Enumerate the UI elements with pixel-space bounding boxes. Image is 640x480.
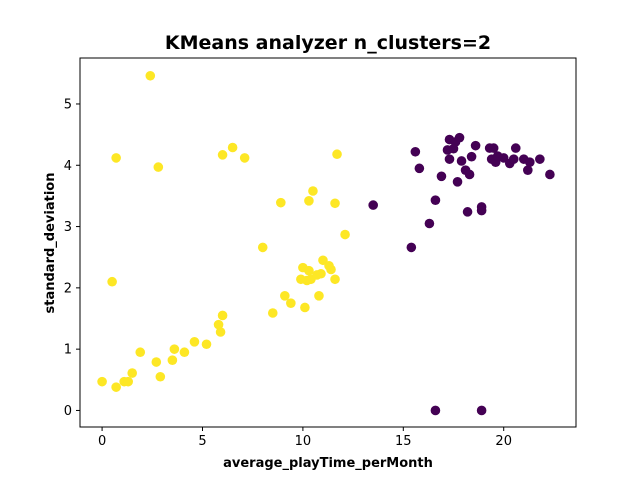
scatter-point-cluster-1 [127,368,138,378]
scatter-point-cluster-0 [510,143,521,153]
scatter-point-cluster-1 [123,376,133,387]
y-tick-label: 1 [64,343,72,358]
scatter-point-cluster-1 [201,339,212,350]
scatter-point-cluster-1 [179,347,190,358]
scatter-point-cluster-1 [280,291,290,301]
scatter-point-cluster-0 [406,242,417,253]
scatter-point-cluster-1 [340,229,350,240]
plot-area [79,57,577,428]
scatter-point-cluster-1 [151,357,162,367]
x-tick-label: 15 [395,434,412,449]
data-points [97,70,555,416]
scatter-point-cluster-0 [466,151,477,162]
scatter-point-cluster-0 [476,405,487,416]
scatter-point-cluster-0 [464,169,475,180]
scatter-point-cluster-1 [97,376,107,387]
scatter-point-cluster-0 [430,405,441,416]
scatter-point-cluster-0 [523,165,533,175]
scatter-point-cluster-1 [111,153,121,163]
scatter-point-cluster-1 [213,319,224,330]
scatter-point-cluster-1 [308,186,318,196]
scatter-point-cluster-1 [267,308,278,318]
scatter-point-cluster-1 [111,382,121,392]
scatter-point-cluster-1 [107,276,117,287]
scatter-point-cluster-0 [368,200,378,210]
scatter-point-cluster-1 [326,264,336,275]
scatter-point-cluster-1 [330,274,340,285]
scatter-point-cluster-1 [217,310,228,321]
scatter-point-cluster-0 [424,218,435,229]
x-tick-label: 0 [98,434,106,449]
scatter-point-cluster-0 [444,154,455,164]
scatter-point-cluster-1 [167,355,178,365]
chart-title: KMeans analyzer n_clusters=2 [165,32,491,54]
scatter-point-cluster-1 [300,302,310,313]
axis-ticks: 0 5 10 15 20 0 1 2 3 4 5 [64,97,512,449]
scatter-point-cluster-1 [286,298,296,308]
scatter-point-cluster-1 [189,336,200,347]
scatter-point-cluster-1 [169,344,180,354]
y-tick-label: 0 [64,404,72,419]
scatter-point-cluster-1 [215,327,226,337]
scatter-point-cluster-0 [462,207,473,217]
scatter-point-cluster-1 [239,153,250,163]
scatter-point-cluster-0 [456,156,467,166]
scatter-point-cluster-0 [545,169,555,180]
x-tick-label: 20 [495,434,512,449]
scatter-point-cluster-0 [525,157,535,168]
x-axis-label: average_playTime_perMonth [223,456,433,471]
scatter-point-cluster-1 [332,149,342,160]
y-tick-label: 3 [64,220,72,235]
scatter-point-cluster-1 [276,197,286,208]
scatter-point-cluster-1 [314,291,324,301]
scatter-point-cluster-1 [304,265,314,276]
scatter-point-cluster-1 [257,242,268,253]
scatter-point-cluster-0 [452,177,463,187]
scatter-point-cluster-1 [217,150,228,160]
scatter-point-cluster-1 [227,142,238,153]
scatter-point-cluster-0 [535,154,545,164]
scatter-point-cluster-1 [145,70,156,81]
scatter-point-cluster-1 [153,162,164,172]
scatter-point-cluster-0 [476,205,487,216]
scatter-point-cluster-1 [304,196,314,206]
scatter-point-cluster-0 [436,171,447,182]
scatter-point-cluster-0 [488,143,499,153]
scatter-point-cluster-0 [454,132,465,143]
scatter-point-cluster-0 [508,154,519,164]
scatter-point-cluster-1 [316,268,326,279]
y-tick-label: 4 [64,159,72,174]
scatter-point-cluster-0 [470,140,481,151]
scatter-point-cluster-1 [330,198,340,209]
y-tick-label: 2 [64,281,72,296]
y-tick-label: 5 [64,97,72,112]
scatter-point-cluster-0 [414,163,425,174]
y-axis-label: standard_deviation [43,173,58,314]
x-tick-label: 10 [295,434,312,449]
scatter-point-cluster-0 [430,195,441,206]
scatter-point-cluster-1 [155,371,166,382]
scatter-point-cluster-0 [410,146,421,157]
x-tick-label: 5 [198,434,206,449]
scatter-point-cluster-1 [135,347,146,358]
